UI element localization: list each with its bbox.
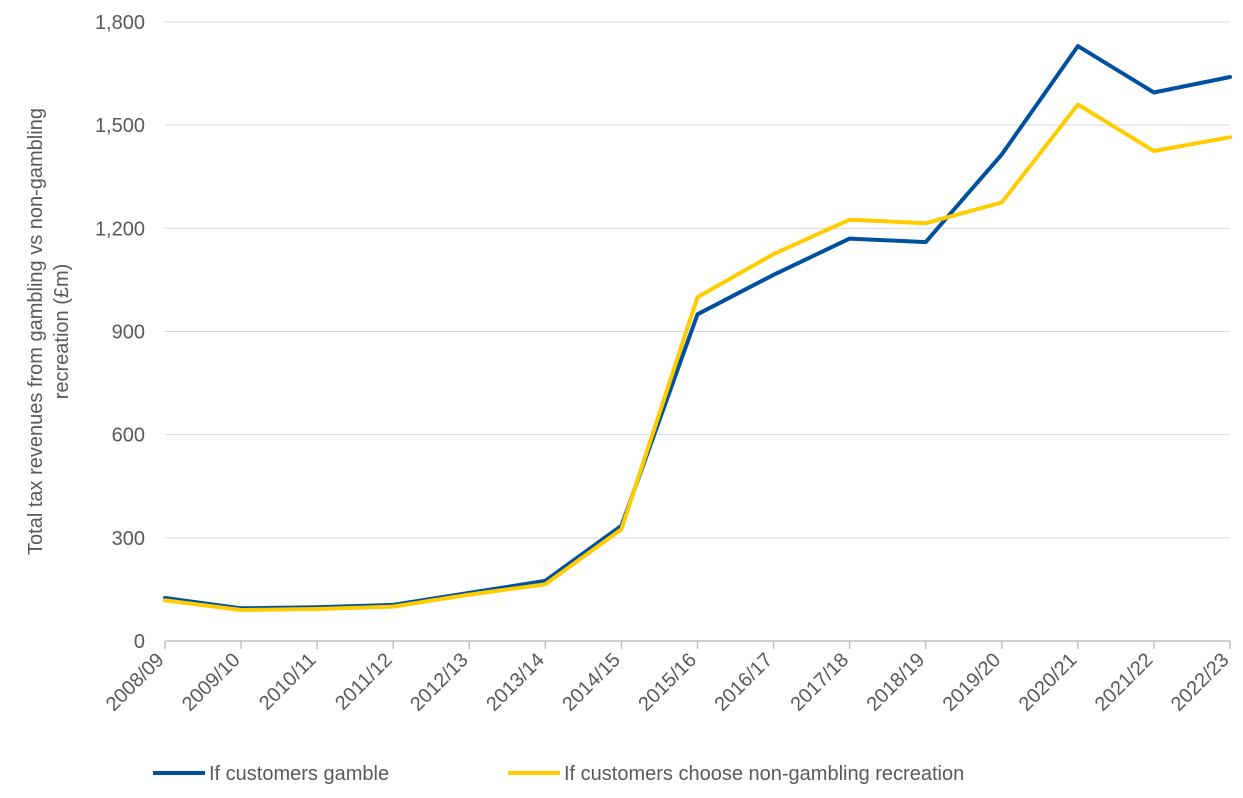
x-tick-label: 2017/18 bbox=[787, 649, 854, 716]
y-axis: 0 300 600 900 1,200 1,500 1,800 bbox=[95, 12, 145, 653]
x-tick-label: 2020/21 bbox=[1015, 649, 1082, 716]
y-axis-title: Total tax revenues from gambling vs non-… bbox=[25, 108, 73, 555]
gridlines bbox=[165, 21, 1230, 539]
x-tick-label: 2012/13 bbox=[406, 649, 473, 716]
series-lines bbox=[163, 44, 1232, 612]
y-tick-label: 0 bbox=[134, 631, 145, 653]
series-line-non-gambling bbox=[163, 102, 1232, 612]
x-tick-label: 2016/17 bbox=[710, 649, 777, 716]
x-tick-label: 2021/22 bbox=[1091, 649, 1158, 716]
x-tick-label: 2014/15 bbox=[558, 649, 625, 716]
x-tick-label: 2015/16 bbox=[634, 649, 701, 716]
x-axis: 2008/09 2009/10 2010/11 2011/12 2012/13 2013/… bbox=[102, 640, 1234, 716]
x-tick-label: 2022/23 bbox=[1167, 649, 1234, 716]
x-tick-label: 2010/11 bbox=[255, 649, 321, 715]
y-tick-label: 600 bbox=[112, 425, 145, 447]
y-tick-label: 1,500 bbox=[95, 115, 145, 137]
legend-label: If customers gamble bbox=[209, 763, 389, 785]
y-axis-title-line: Total tax revenues from gambling vs non-… bbox=[25, 108, 47, 555]
x-tick-label: 2013/14 bbox=[482, 649, 549, 716]
x-tick-label: 2011/12 bbox=[331, 649, 397, 715]
x-tick-label: 2018/19 bbox=[863, 649, 930, 716]
y-tick-label: 1,200 bbox=[95, 218, 145, 240]
x-tick-label: 2009/10 bbox=[178, 649, 245, 716]
y-tick-label: 900 bbox=[112, 322, 145, 344]
legend: If customers gamble If customers choose n… bbox=[153, 763, 964, 785]
legend-label: If customers choose non-gambling recreat… bbox=[564, 763, 964, 785]
y-axis-title-line: recreation (£m) bbox=[51, 264, 73, 400]
x-tick-label: 2019/20 bbox=[939, 649, 1006, 716]
series-line-gamble bbox=[163, 44, 1232, 611]
x-tick-label: 2008/09 bbox=[102, 649, 169, 716]
y-tick-label: 300 bbox=[112, 528, 145, 550]
y-tick-label: 1,800 bbox=[95, 12, 145, 34]
